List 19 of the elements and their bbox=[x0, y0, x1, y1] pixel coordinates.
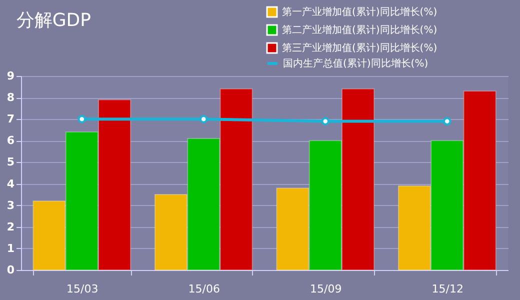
y-tick-label: 6 bbox=[6, 134, 15, 148]
legend-label: 国内生产总值(累计)同比增长(%) bbox=[283, 58, 428, 70]
y-tick-label: 9 bbox=[6, 70, 14, 82]
y-tick-label: 2 bbox=[6, 220, 14, 234]
y-tick-label: 3 bbox=[6, 198, 14, 212]
legend-label: 第一产业增加值(累计)同比增长(%) bbox=[282, 6, 438, 18]
y-tick-label: 7 bbox=[6, 112, 14, 126]
y-tick-label: 0 bbox=[6, 264, 15, 276]
x-tick-label: 15/03 bbox=[66, 282, 98, 296]
y-tick-label: 5 bbox=[6, 156, 14, 169]
legend-label: 第三产业增加值(累计)同比增长(%) bbox=[282, 42, 438, 54]
chart-title: 分解GDP bbox=[16, 10, 92, 31]
y-tick-label: 1 bbox=[6, 242, 14, 255]
legend-label: 第二产业增加值(累计)同比增长(%) bbox=[282, 24, 438, 36]
x-tick-label: 15/12 bbox=[432, 282, 464, 296]
x-tick-label: 15/06 bbox=[188, 282, 220, 296]
y-tick-label: 8 bbox=[6, 91, 14, 104]
x-tick-label: 15/09 bbox=[310, 282, 342, 296]
y-tick-label: 4 bbox=[6, 177, 15, 190]
